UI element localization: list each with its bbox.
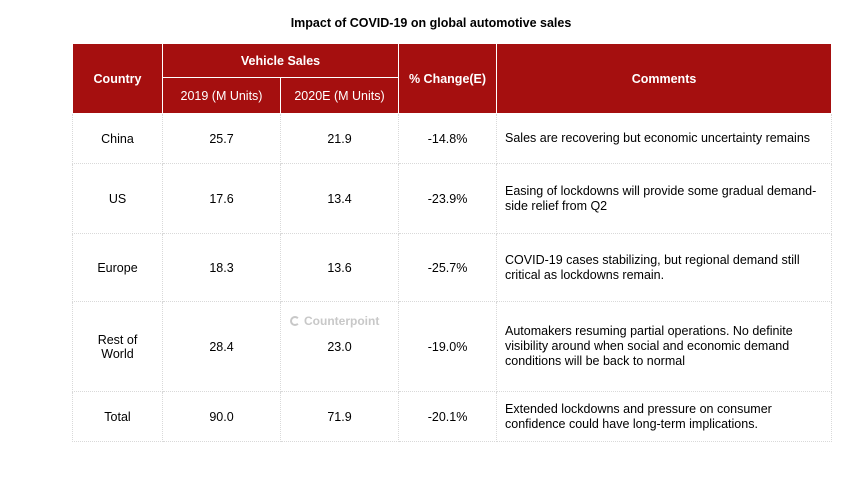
cell-comment: Extended lockdowns and pressure on consu… <box>496 391 833 442</box>
sales-table: Country Vehicle Sales % Change(E) Commen… <box>72 43 833 442</box>
cell-change: -14.8% <box>398 113 498 164</box>
cell-comment: Sales are recovering but economic uncert… <box>496 113 833 164</box>
cell-2019: 28.4 <box>162 301 281 392</box>
cell-2019: 25.7 <box>162 113 281 164</box>
cell-country: US <box>72 163 163 234</box>
cell-comment: Easing of lockdowns will provide some gr… <box>496 163 833 234</box>
cell-country: Rest of World <box>72 301 163 392</box>
cell-2020: 21.9 <box>279 113 400 164</box>
header-vehicle-sales: Vehicle Sales <box>161 43 400 78</box>
watermark-text: Counterpoint <box>304 314 380 328</box>
cell-change: -19.0% <box>398 301 498 392</box>
watermark: Counterpoint <box>290 314 379 328</box>
header-change: % Change(E) <box>398 43 498 114</box>
table-row: Europe 18.3 13.6 -25.7% COVID-19 cases s… <box>72 233 833 302</box>
table-row: Rest of World 28.4 23.0 -19.0% Automaker… <box>72 301 833 392</box>
header-2019: 2019 (M Units) <box>162 77 281 114</box>
cell-country: China <box>72 113 163 164</box>
cell-country: Europe <box>72 233 163 302</box>
cell-2020: 13.6 <box>279 233 400 302</box>
table-row: Total 90.0 71.9 -20.1% Extended lockdown… <box>72 391 833 442</box>
cell-comment: Automakers resuming partial operations. … <box>496 301 833 392</box>
cell-change: -23.9% <box>398 163 498 234</box>
cell-2019: 17.6 <box>162 163 281 234</box>
header-2020: 2020E (M Units) <box>279 77 400 114</box>
cell-comment: COVID-19 cases stabilizing, but regional… <box>496 233 833 302</box>
cell-2020: 71.9 <box>279 391 400 442</box>
table-row: US 17.6 13.4 -23.9% Easing of lockdowns … <box>72 163 833 234</box>
cell-2019: 18.3 <box>162 233 281 302</box>
cell-change: -20.1% <box>398 391 498 442</box>
cell-change: -25.7% <box>398 233 498 302</box>
table-title: Impact of COVID-19 on global automotive … <box>290 16 572 30</box>
header-comments: Comments <box>496 43 833 114</box>
cell-2019: 90.0 <box>162 391 281 442</box>
cell-country: Total <box>72 391 163 442</box>
cell-2020: 23.0 <box>279 301 400 392</box>
cell-2020: 13.4 <box>279 163 400 234</box>
table-row: China 25.7 21.9 -14.8% Sales are recover… <box>72 113 833 164</box>
counterpoint-logo-icon <box>290 316 300 326</box>
header-country: Country <box>72 43 163 114</box>
